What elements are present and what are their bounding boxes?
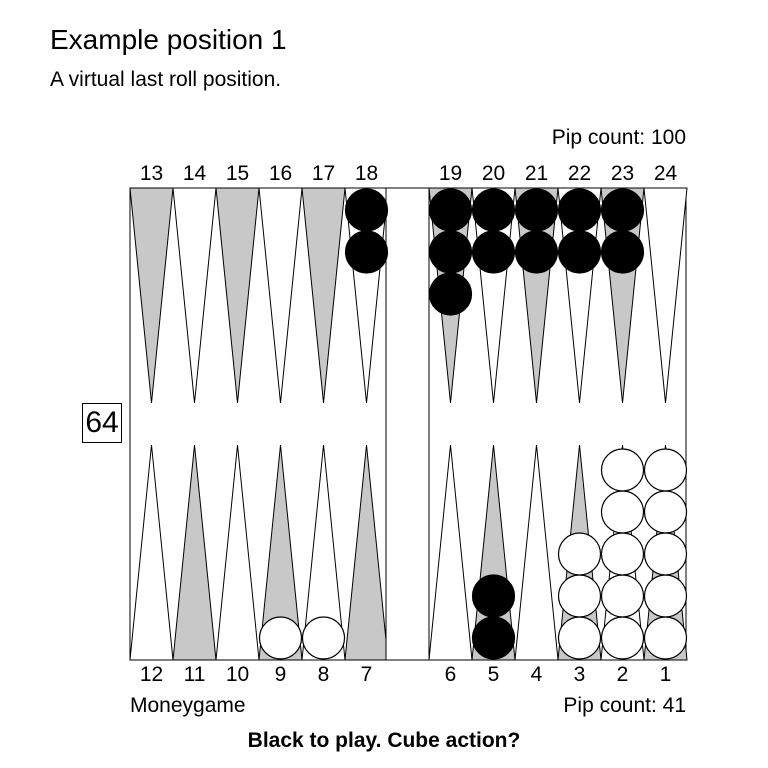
point-label-23: 23 [611, 162, 634, 185]
point-label-16: 16 [269, 162, 292, 185]
point-13[interactable] [129, 187, 174, 404]
doubling-cube[interactable]: 64 [82, 403, 122, 443]
point-10[interactable] [215, 444, 260, 661]
point-15[interactable] [215, 187, 260, 404]
point-label-4: 4 [531, 663, 543, 686]
black-checker[interactable] [557, 188, 602, 232]
white-checker[interactable] [600, 490, 645, 534]
white-checker[interactable] [258, 616, 303, 660]
point-16[interactable] [258, 187, 303, 404]
point-label-18: 18 [355, 162, 378, 185]
black-checker[interactable] [428, 230, 473, 274]
white-checker[interactable] [643, 532, 688, 576]
pip-count-bottom: Pip count: 41 [563, 694, 686, 717]
point-label-5: 5 [488, 663, 500, 686]
pip-count-top: Pip count: 100 [551, 126, 686, 149]
point-9[interactable] [258, 444, 303, 661]
white-checker[interactable] [557, 574, 602, 618]
point-label-1: 1 [660, 663, 672, 686]
point-label-13: 13 [140, 162, 163, 185]
white-checker[interactable] [600, 448, 645, 492]
white-checker[interactable] [600, 616, 645, 660]
black-checker[interactable] [471, 616, 516, 660]
point-label-10: 10 [226, 663, 249, 686]
point-label-15: 15 [226, 162, 249, 185]
white-checker[interactable] [600, 532, 645, 576]
point-label-17: 17 [312, 162, 335, 185]
point-24[interactable] [643, 187, 688, 404]
point-label-2: 2 [617, 663, 629, 686]
point-11[interactable] [172, 444, 217, 661]
white-checker[interactable] [557, 616, 602, 660]
white-checker[interactable] [643, 616, 688, 660]
point-label-11: 11 [184, 663, 206, 686]
point-label-21: 21 [525, 162, 548, 185]
point-label-20: 20 [482, 162, 505, 185]
point-14[interactable] [172, 187, 217, 404]
position-subtitle: A virtual last roll position. [50, 68, 282, 91]
black-checker[interactable] [514, 230, 559, 274]
black-checker[interactable] [471, 574, 516, 618]
point-label-3: 3 [574, 663, 586, 686]
white-checker[interactable] [600, 574, 645, 618]
point-label-7: 7 [361, 663, 373, 686]
game-type-label: Moneygame [130, 694, 246, 717]
white-checker[interactable] [557, 532, 602, 576]
position-title: Example position 1 [50, 24, 287, 55]
point-label-24: 24 [654, 162, 678, 185]
black-checker[interactable] [471, 188, 516, 232]
black-checker[interactable] [471, 230, 516, 274]
board-bar [385, 187, 430, 661]
point-12[interactable] [129, 444, 174, 661]
black-checker[interactable] [428, 188, 473, 232]
black-checker[interactable] [600, 230, 645, 274]
point-17[interactable] [301, 187, 346, 404]
black-checker[interactable] [600, 188, 645, 232]
cube-value: 64 [85, 406, 119, 439]
point-8[interactable] [301, 444, 346, 661]
black-checker[interactable] [344, 188, 389, 232]
point-label-19: 19 [439, 162, 462, 185]
white-checker[interactable] [301, 616, 346, 660]
black-checker[interactable] [428, 272, 473, 316]
point-label-14: 14 [183, 162, 207, 185]
white-checker[interactable] [643, 574, 688, 618]
point-7[interactable] [344, 444, 389, 661]
point-4[interactable] [514, 444, 559, 661]
point-label-9: 9 [275, 663, 287, 686]
black-checker[interactable] [557, 230, 602, 274]
white-checker[interactable] [643, 490, 688, 534]
white-checker[interactable] [643, 448, 688, 492]
point-label-8: 8 [318, 663, 330, 686]
point-label-6: 6 [445, 663, 457, 686]
point-6[interactable] [428, 444, 473, 661]
black-checker[interactable] [344, 230, 389, 274]
point-label-12: 12 [140, 663, 163, 686]
action-prompt: Black to play. Cube action? [247, 729, 521, 752]
point-label-22: 22 [568, 162, 591, 185]
black-checker[interactable] [514, 188, 559, 232]
